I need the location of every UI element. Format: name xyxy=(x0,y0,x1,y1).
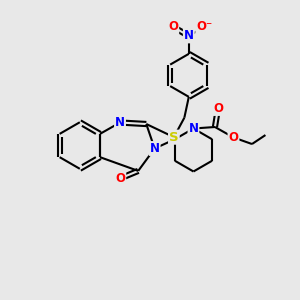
Text: O: O xyxy=(168,20,178,34)
Text: S: S xyxy=(169,131,179,144)
Text: N: N xyxy=(115,116,125,129)
Text: N: N xyxy=(184,29,194,42)
Text: O: O xyxy=(213,102,223,115)
Text: N: N xyxy=(150,142,160,155)
Text: O: O xyxy=(115,172,125,185)
Text: O⁻: O⁻ xyxy=(196,20,212,34)
Text: O: O xyxy=(229,131,238,144)
Text: N: N xyxy=(188,122,199,135)
